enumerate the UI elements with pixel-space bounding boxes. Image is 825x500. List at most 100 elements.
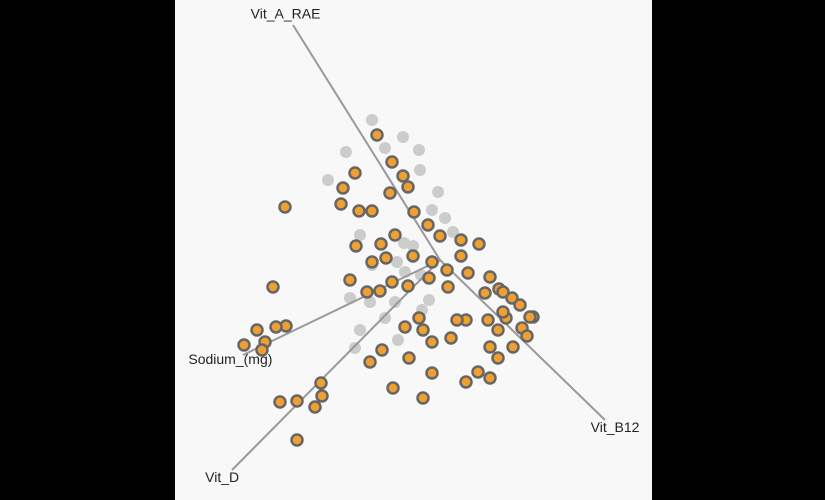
point [461,266,475,280]
point [472,237,486,251]
point [426,204,438,216]
point [379,142,391,154]
point [439,212,451,224]
point [373,284,387,298]
point [441,280,455,294]
point [308,400,322,414]
point [398,320,412,334]
point [383,186,397,200]
point [364,296,376,308]
point [444,331,458,345]
point [273,395,287,409]
point [322,174,334,186]
point [407,205,421,219]
point [379,251,393,265]
point [483,340,497,354]
axis-label: Vit_D [205,469,239,485]
point [433,229,447,243]
point [237,338,251,352]
point [413,144,425,156]
point [416,323,430,337]
point [491,323,505,337]
point [454,249,468,263]
axis-line [242,259,441,356]
point [447,226,459,238]
point [379,312,391,324]
point [450,313,464,327]
point [336,181,350,195]
point [423,294,435,306]
point [354,229,366,241]
point [269,320,283,334]
point [425,366,439,380]
point [290,394,304,408]
point [422,271,436,285]
point [365,204,379,218]
point [481,313,495,327]
point [363,355,377,369]
point [401,180,415,194]
point [278,200,292,214]
axis-line [292,24,441,261]
point [290,433,304,447]
point [520,329,534,343]
point [471,365,485,379]
chart: Vit_A_RAE Vit_B12 Sodium_(mg) Vit_D [175,0,652,500]
point [425,335,439,349]
point [352,204,366,218]
point [374,237,388,251]
point [432,186,444,198]
point [491,351,505,365]
point [266,280,280,294]
point [349,239,363,253]
point [385,275,399,289]
point [401,279,415,293]
point [425,255,439,269]
point [402,351,416,365]
point [513,298,527,312]
point [386,381,400,395]
point [389,296,401,308]
point [397,131,409,143]
point [385,155,399,169]
point [483,371,497,385]
point [255,343,269,357]
point [483,270,497,284]
point [349,342,361,354]
point [388,228,402,242]
point [315,389,329,403]
point [414,164,426,176]
point [412,311,426,325]
point [406,249,420,263]
point [314,376,328,390]
point [496,285,510,299]
point [391,256,403,268]
point [421,218,435,232]
point [334,197,348,211]
point [407,240,419,252]
axis-label: Vit_A_RAE [251,6,321,22]
point [340,146,352,158]
axis-label: Vit_B12 [591,419,640,435]
point [375,343,389,357]
point [523,310,537,324]
point [505,291,519,305]
point [392,334,404,346]
point [454,233,468,247]
point [416,391,430,405]
axis-label: Sodium_(mg) [188,351,272,367]
point [370,128,384,142]
point [396,169,410,183]
point [478,286,492,300]
point [354,324,366,336]
point [366,114,378,126]
point [343,273,357,287]
point [348,166,362,180]
point [459,375,473,389]
point [250,323,264,337]
point [360,285,374,299]
axis-line [231,259,441,471]
point [496,305,510,319]
point [365,255,379,269]
